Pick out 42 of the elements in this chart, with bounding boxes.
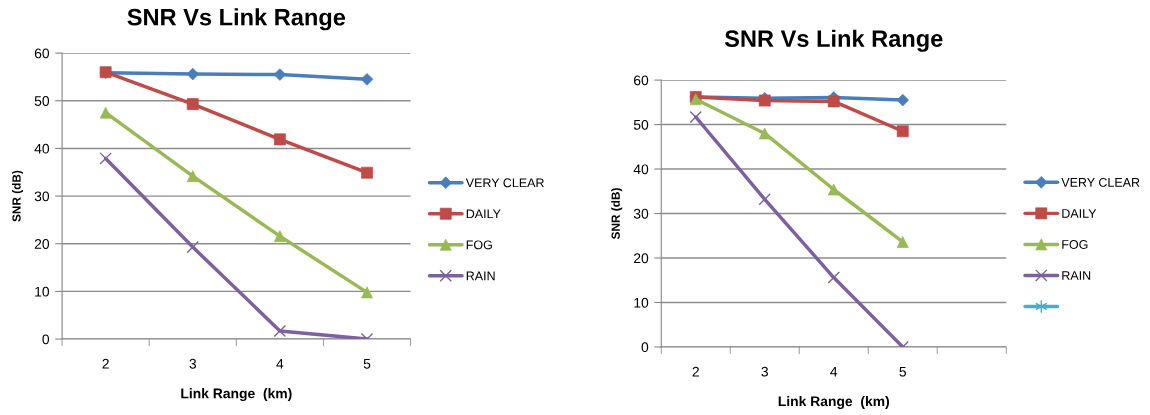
- y-tick-label: 0: [641, 342, 649, 353]
- x-tick-label: 3: [761, 366, 768, 377]
- x-tick-label: 2: [692, 366, 699, 377]
- x-tick-label: 4: [276, 359, 284, 369]
- point: [273, 324, 287, 338]
- y-tick-label: 50: [34, 96, 50, 106]
- x-axis-title: Link Range (km): [778, 396, 890, 410]
- y-tick-label: 20: [34, 239, 50, 249]
- y-axis-title: SNR (dB): [611, 188, 623, 240]
- point: [758, 193, 772, 206]
- x-tick-label: 2: [102, 358, 109, 369]
- legend-label: DAILY: [466, 209, 501, 219]
- legend-label: VERY CLEAR: [1061, 177, 1140, 187]
- legend-label: VERY CLEAR: [465, 178, 544, 188]
- x-tick-label: 4: [830, 366, 838, 377]
- legend-label: FOG: [1062, 240, 1088, 249]
- point: [186, 240, 200, 254]
- y-tick-label: 60: [34, 48, 50, 59]
- x-axis-title: Link Range (km): [181, 388, 292, 402]
- y-tick-label: 40: [34, 143, 50, 154]
- y-tick-label: 10: [634, 297, 649, 308]
- legend-label: DAILY: [1062, 209, 1097, 218]
- chart-title: SNR Vs Link Range: [127, 8, 346, 31]
- y-tick-label: 60: [634, 75, 649, 86]
- legend-label: FOG: [466, 240, 492, 250]
- y-tick-label: 20: [634, 253, 649, 264]
- y-tick-label: 50: [633, 119, 649, 130]
- x-tick-label: 5: [899, 366, 907, 377]
- y-tick-label: 30: [34, 191, 50, 202]
- y-tick-label: 10: [35, 286, 50, 297]
- y-tick-label: 40: [633, 164, 649, 175]
- point: [99, 152, 112, 165]
- y-tick-label: 30: [633, 208, 649, 219]
- y-tick-label: 0: [42, 334, 50, 345]
- x-tick-label: 5: [363, 359, 371, 369]
- chart-title: SNR Vs Link Range: [724, 29, 943, 52]
- y-axis-title: SNR (dB): [12, 170, 24, 222]
- legend-label: RAIN: [1062, 271, 1091, 280]
- legend-label: RAIN: [466, 271, 495, 281]
- point: [827, 271, 841, 284]
- point: [689, 110, 703, 124]
- x-tick-label: 3: [189, 358, 197, 369]
